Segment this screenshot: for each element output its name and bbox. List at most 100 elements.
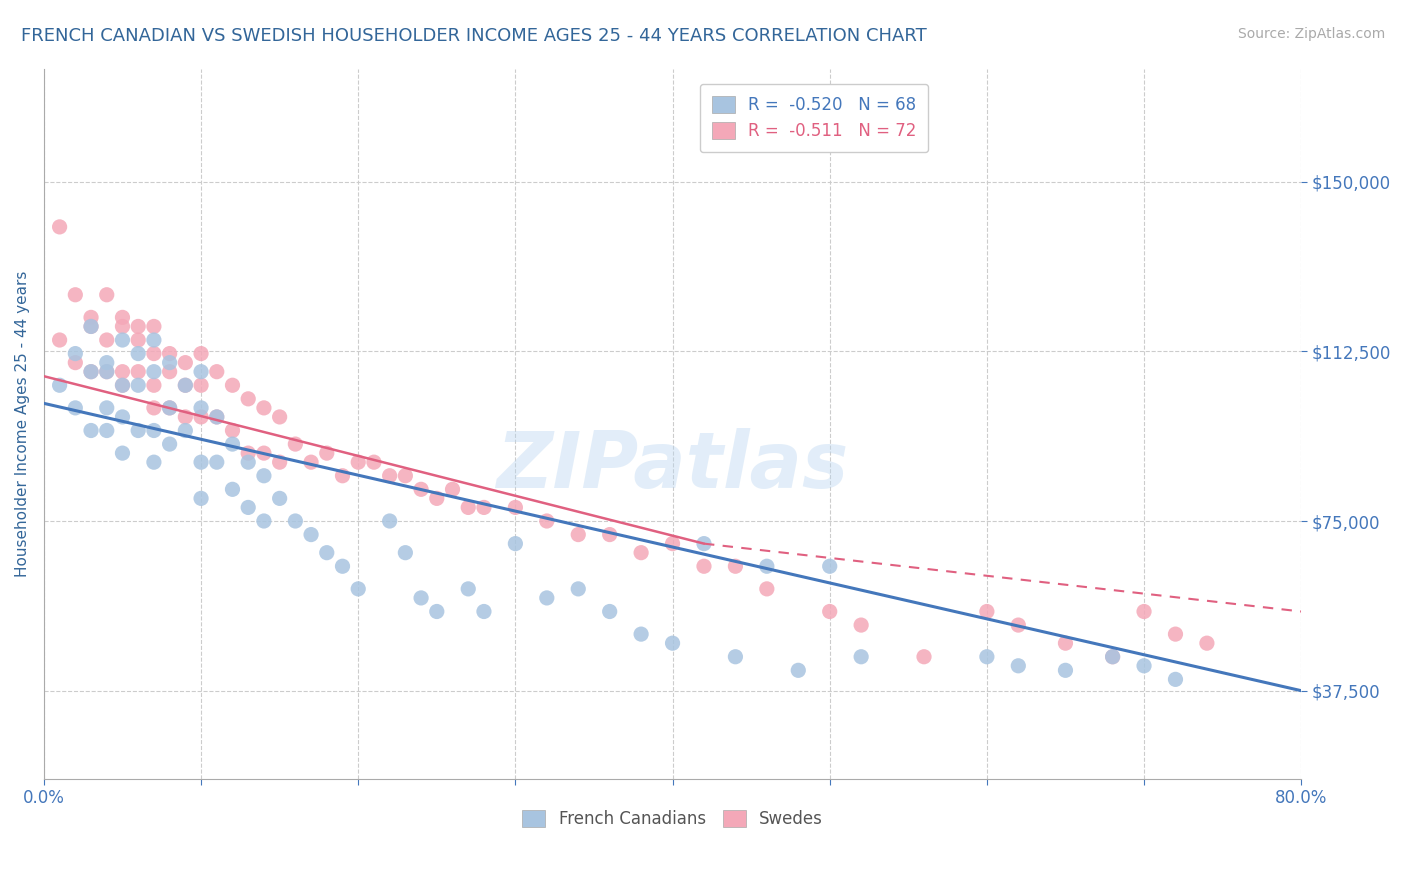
Point (96, 333, 118, 347)
Point (724, 559, 747, 574)
Point (457, 500, 479, 515)
Point (347, 582, 370, 596)
Point (724, 649, 747, 664)
Point (299, 527, 322, 541)
Point (253, 468, 276, 483)
Point (1164, 627, 1187, 641)
Point (505, 536, 527, 550)
Point (472, 500, 495, 515)
Point (1101, 649, 1123, 664)
Point (159, 356, 181, 370)
Point (127, 424, 149, 438)
Point (205, 365, 228, 379)
Point (269, 491, 291, 506)
Point (48, 333, 70, 347)
Text: FRENCH CANADIAN VS SWEDISH HOUSEHOLDER INCOME AGES 25 - 44 YEARS CORRELATION CHA: FRENCH CANADIAN VS SWEDISH HOUSEHOLDER I… (21, 27, 927, 45)
Point (48, 378, 70, 392)
Point (693, 559, 716, 574)
Point (65, 287, 87, 301)
Point (536, 591, 558, 605)
Point (142, 401, 165, 415)
Point (332, 468, 354, 483)
Point (693, 536, 716, 550)
Point (238, 455, 260, 469)
Point (80, 365, 103, 379)
Point (127, 365, 149, 379)
Point (1054, 663, 1077, 677)
Text: Source: ZipAtlas.com: Source: ZipAtlas.com (1237, 27, 1385, 41)
Point (755, 559, 778, 574)
Point (1195, 636, 1218, 650)
Legend: French Canadians, Swedes: French Canadians, Swedes (516, 803, 830, 835)
Point (159, 401, 181, 415)
Point (159, 401, 181, 415)
Point (347, 455, 370, 469)
Point (96, 401, 118, 415)
Point (409, 591, 432, 605)
Point (111, 378, 134, 392)
Point (190, 455, 212, 469)
Point (849, 618, 872, 632)
Point (96, 287, 118, 301)
Point (599, 527, 621, 541)
Point (111, 333, 134, 347)
Point (205, 409, 228, 424)
Point (1007, 658, 1029, 673)
Point (96, 424, 118, 438)
Point (111, 409, 134, 424)
Point (80, 365, 103, 379)
Point (142, 424, 165, 438)
Point (190, 491, 212, 506)
Point (111, 310, 134, 325)
Point (315, 546, 337, 560)
Point (284, 514, 307, 528)
Point (238, 446, 260, 460)
Point (505, 500, 527, 515)
Point (221, 483, 243, 497)
Point (142, 378, 165, 392)
Point (80, 310, 103, 325)
Point (299, 455, 322, 469)
Point (599, 605, 621, 619)
Point (253, 514, 276, 528)
Point (127, 319, 149, 334)
Point (174, 356, 197, 370)
Point (284, 437, 307, 451)
Point (205, 455, 228, 469)
Point (457, 582, 479, 596)
Point (253, 401, 276, 415)
Point (912, 649, 935, 664)
Point (142, 455, 165, 469)
Point (190, 346, 212, 360)
Point (849, 649, 872, 664)
Point (441, 483, 464, 497)
Point (159, 365, 181, 379)
Point (1101, 649, 1123, 664)
Point (818, 559, 841, 574)
Point (142, 333, 165, 347)
Point (976, 605, 998, 619)
Point (1133, 605, 1156, 619)
Y-axis label: Householder Income Ages 25 - 44 years: Householder Income Ages 25 - 44 years (15, 270, 30, 577)
Point (159, 346, 181, 360)
Point (630, 546, 652, 560)
Point (1133, 658, 1156, 673)
Point (80, 424, 103, 438)
Point (661, 536, 683, 550)
Point (1007, 618, 1029, 632)
Point (111, 378, 134, 392)
Point (190, 409, 212, 424)
Point (315, 446, 337, 460)
Point (142, 346, 165, 360)
Point (818, 605, 841, 619)
Point (127, 378, 149, 392)
Point (205, 409, 228, 424)
Point (127, 346, 149, 360)
Point (221, 437, 243, 451)
Point (221, 378, 243, 392)
Point (111, 365, 134, 379)
Point (80, 319, 103, 334)
Point (174, 409, 197, 424)
Point (787, 663, 810, 677)
Point (190, 401, 212, 415)
